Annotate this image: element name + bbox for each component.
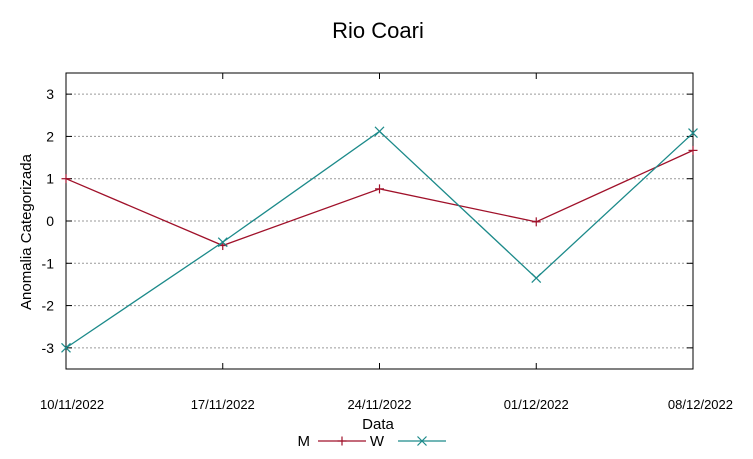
series-line-M (65, 149, 694, 247)
series-group (61, 126, 698, 353)
x-tick-label: 17/11/2022 (191, 397, 255, 412)
x-tick-label: 24/11/2022 (347, 397, 411, 412)
y-tick-label: -3 (42, 340, 55, 356)
data-point-M (375, 184, 384, 194)
y-tick-label: 2 (46, 128, 54, 144)
legend-label-M: M (298, 433, 311, 450)
y-axis-label: Anomalia Categorizada (18, 153, 35, 310)
x-axis-label: Data (362, 416, 394, 433)
series-line-W (65, 130, 694, 349)
x-tick-label: 01/12/2022 (504, 397, 569, 412)
data-point-W (61, 342, 71, 353)
x-axis-ticks: 10/11/2022 17/11/2022 24/11/2022 01/12/2022… (40, 73, 733, 412)
chart-title: Rio Coari (332, 18, 424, 43)
x-tick-label: 10/11/2022 (40, 397, 104, 412)
plot-frame (65, 72, 694, 370)
data-point-W (531, 273, 542, 284)
data-point-W (688, 128, 698, 138)
legend-marker-W (417, 436, 427, 446)
legend-marker-M (337, 436, 347, 446)
y-tick-label: 3 (46, 86, 54, 102)
y-tick-label: -1 (42, 255, 55, 271)
legend-label-W: W (370, 433, 385, 450)
data-point-M (531, 217, 541, 227)
y-tick-label: 0 (46, 213, 54, 229)
x-tick-label: 08/12/2022 (668, 397, 733, 412)
y-tick-label: -2 (42, 298, 55, 314)
data-point-M (688, 145, 698, 155)
grid-lines (66, 93, 693, 349)
data-point-W (217, 237, 228, 248)
y-axis-ticks: -3 -2 -1 0 1 2 3 (42, 86, 693, 356)
data-point-W (374, 126, 385, 137)
y-tick-label: 1 (46, 171, 54, 187)
data-point-M (61, 174, 71, 184)
